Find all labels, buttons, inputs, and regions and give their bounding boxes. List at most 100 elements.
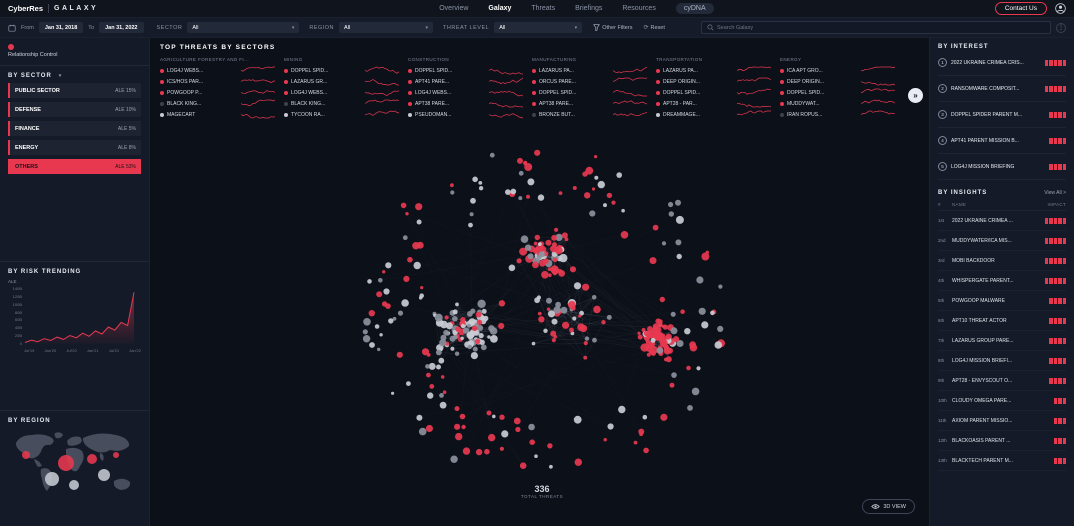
region-bubble-gray[interactable] — [69, 480, 79, 490]
threat-item[interactable]: DOPPEL SPID... — [408, 65, 523, 76]
impact-segment — [1062, 163, 1066, 170]
threat-item[interactable]: ICA APT GRO... — [780, 65, 895, 76]
insight-row[interactable]: 6th APT10 THREAT ACTOR — [938, 311, 1066, 331]
threat-sparkline — [489, 99, 523, 108]
threat-sparkline — [613, 66, 647, 75]
threat-sparkline — [613, 77, 647, 86]
impact-segment — [1062, 377, 1066, 384]
region-map[interactable] — [8, 429, 141, 520]
insight-row[interactable]: 5th POWGOOP MALWARE — [938, 291, 1066, 311]
sector-dropdown[interactable]: All ▾ — [187, 22, 300, 33]
insight-row[interactable]: 11th AXIOM PARENT MISSIO... — [938, 411, 1066, 431]
nav-item-resources[interactable]: Resources — [622, 5, 656, 12]
threat-level-dropdown[interactable]: All ▾ — [494, 22, 583, 33]
threat-item[interactable]: APT38 PARE... — [408, 98, 523, 109]
3d-view-button[interactable]: 3D VIEW — [862, 499, 915, 514]
interest-item[interactable]: 4 APT41 PARENT MISSION B... — [938, 128, 1066, 154]
threat-item[interactable]: LOG4J WEBS... — [284, 87, 399, 98]
interest-item[interactable]: 3 DOPPEL SPIDER PARENT M... — [938, 102, 1066, 128]
sector-row-energy[interactable]: ENERGY ALE 8% — [8, 140, 141, 155]
nav-item-threats[interactable]: Threats — [531, 5, 556, 12]
insight-row[interactable]: 8th LOG4J MISSION BRIEFI... — [938, 351, 1066, 371]
region-bubble-red[interactable] — [58, 455, 74, 471]
insights-col-name[interactable]: NAME — [952, 202, 967, 207]
insight-row[interactable]: 7th LAZARUS GROUP PARE... — [938, 331, 1066, 351]
threat-item[interactable]: ICS/HOS PAR... — [160, 76, 275, 87]
threat-item[interactable]: BLACK KING... — [160, 98, 275, 109]
search-box[interactable] — [701, 21, 1051, 34]
sector-ale-value: ALE 15% — [115, 87, 136, 94]
interest-item[interactable]: 2 RANSOMWARE COMPOSIT... — [938, 76, 1066, 102]
sector-row-others[interactable]: OTHERS ALE 53% — [8, 159, 141, 174]
threat-item[interactable]: LOG4J WEBS... — [408, 87, 523, 98]
view-all-link[interactable]: View All > — [1044, 190, 1066, 196]
region-dropdown[interactable]: All ▾ — [339, 22, 434, 33]
threat-item[interactable]: MAGECART — [160, 109, 275, 120]
insight-row[interactable]: 10th CLOUDY OMEGA PARE... — [938, 391, 1066, 411]
nav-item-cydna[interactable]: cyDNA — [675, 3, 714, 14]
sector-row-defense[interactable]: DEFENSE ALE 10% — [8, 102, 141, 117]
reset-button[interactable]: ⟳ Reset — [643, 24, 664, 32]
threat-item[interactable]: PSEUDOMAN... — [408, 109, 523, 120]
insight-row[interactable]: 3rd MOBI BACKDOOR — [938, 251, 1066, 271]
threat-item[interactable]: DOPPEL SPID... — [532, 87, 647, 98]
threat-item[interactable]: APT28 - PAR... — [656, 98, 771, 109]
insight-row[interactable]: 2nd MUDDYWATER/ICA MIS... — [938, 231, 1066, 251]
threat-item[interactable]: DOPPEL SPID... — [284, 65, 399, 76]
insight-row[interactable]: 1st 2022 UKRAINE CRIMEA ... — [938, 211, 1066, 231]
threat-item[interactable]: LAZARUS GR... — [284, 76, 399, 87]
region-bubble-red[interactable] — [22, 451, 30, 459]
region-bubble-gray[interactable] — [45, 472, 59, 486]
insight-row[interactable]: 9th APT28 - ENVYSCOUT O... — [938, 371, 1066, 391]
region-bubble-red[interactable] — [113, 452, 119, 458]
insights-col-impact[interactable]: IMPACT — [1047, 202, 1066, 207]
threat-sparkline — [489, 66, 523, 75]
threat-item[interactable]: BLACK KING... — [284, 98, 399, 109]
more-options-icon[interactable]: ⋮ — [1056, 22, 1066, 33]
insight-row[interactable]: 13th BLACKTECH PARENT M... — [938, 451, 1066, 471]
other-filters-button[interactable]: Other Filters — [593, 24, 632, 31]
threat-item[interactable]: LAZARUS PA... — [532, 65, 647, 76]
contact-us-button[interactable]: Contact Us — [994, 2, 1047, 15]
sector-row-finance[interactable]: FINANCE ALE 5% — [8, 121, 141, 136]
threat-item[interactable]: DOPPEL SPID... — [780, 87, 895, 98]
impact-segment — [1049, 217, 1053, 224]
insight-row[interactable]: 12th BLACKOASIS PARENT ... — [938, 431, 1066, 451]
interest-item[interactable]: 1 2022 UKRAINE CRIMEA CRIS... — [938, 50, 1066, 76]
insight-row[interactable]: 4th WHISPERGATE PARENT... — [938, 271, 1066, 291]
region-bubble-gray[interactable] — [98, 469, 110, 481]
threat-item[interactable]: DREAMMAGE... — [656, 109, 771, 120]
threat-item[interactable]: DEEP ORIGIN... — [780, 76, 895, 87]
threat-item[interactable]: APT41 PARE... — [408, 76, 523, 87]
profile-icon[interactable] — [1055, 3, 1066, 14]
nav-item-galaxy[interactable]: Galaxy — [488, 5, 512, 12]
threat-item[interactable]: LOG4J WEBS... — [160, 65, 275, 76]
threat-item[interactable]: POWGOOP P... — [160, 87, 275, 98]
threat-item[interactable]: APT38 PARE... — [532, 98, 647, 109]
threat-item[interactable]: TYCOON RA... — [284, 109, 399, 120]
to-date-picker[interactable]: Jan 31, 2022 — [99, 22, 144, 33]
threat-item[interactable]: BRONZE BUT... — [532, 109, 647, 120]
threat-item[interactable]: LAZARUS PA... — [656, 65, 771, 76]
threat-item[interactable]: IRAN ROPUS... — [780, 109, 895, 120]
threat-item[interactable]: DEEP ORIGIN... — [656, 76, 771, 87]
threat-item[interactable]: MUDDYWAT... — [780, 98, 895, 109]
sector-row-public-sector[interactable]: PUBLIC SECTOR ALE 15% — [8, 83, 141, 98]
relationship-control-legend[interactable]: Relationship Control — [8, 44, 141, 58]
brand-name[interactable]: CyberRes — [8, 4, 44, 13]
threat-network-graph[interactable] — [262, 138, 822, 498]
nav-item-briefings[interactable]: Briefings — [575, 5, 603, 12]
region-bubble-red[interactable] — [87, 454, 97, 464]
threat-item[interactable]: DOPPEL SPID... — [656, 87, 771, 98]
insights-col-rank[interactable]: # — [938, 202, 941, 207]
main-nav: Overview Galaxy Threats Briefings Resources c… — [166, 3, 987, 14]
next-sectors-button[interactable]: » — [908, 88, 923, 103]
interest-item[interactable]: 5 LOG4J MISSION BRIEFING — [938, 154, 1066, 180]
nav-item-overview[interactable]: Overview — [439, 5, 469, 12]
impact-segment — [1053, 163, 1057, 170]
threat-dot-icon — [780, 68, 784, 73]
threat-item[interactable]: ORCUS PARE... — [532, 76, 647, 87]
by-sector-title[interactable]: BY SECTOR ▾ — [8, 73, 141, 79]
from-date-picker[interactable]: Jan 31, 2018 — [38, 22, 84, 33]
search-input[interactable] — [717, 24, 1045, 31]
